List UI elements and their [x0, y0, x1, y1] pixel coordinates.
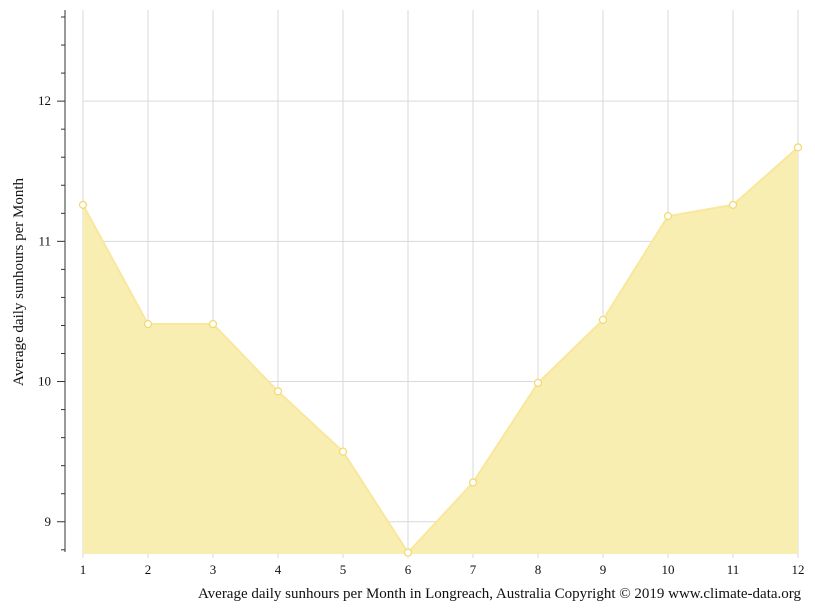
x-tick-label: 2	[145, 562, 152, 577]
marker-layer	[78, 143, 803, 557]
x-tick-label: 1	[80, 562, 87, 577]
x-tick-label: 11	[727, 562, 740, 577]
sunhours-area-fill	[83, 147, 798, 554]
x-tick-label: 8	[535, 562, 542, 577]
data-point	[728, 200, 738, 209]
data-point	[793, 143, 803, 152]
x-tick-label: 6	[405, 562, 412, 577]
axis-layer	[57, 10, 799, 558]
y-axis-title: Average daily sunhours per Month	[11, 178, 27, 387]
x-tick-label: 9	[600, 562, 607, 577]
data-point	[338, 447, 348, 456]
x-tick-label: 5	[340, 562, 347, 577]
data-point	[143, 319, 153, 329]
data-point	[663, 212, 673, 221]
x-axis-title: Average daily sunhours per Month in Long…	[198, 586, 802, 602]
x-tick-label: 12	[792, 562, 805, 577]
x-tick-label: 4	[275, 562, 282, 577]
x-tick-label: 7	[470, 562, 477, 577]
data-point	[468, 478, 478, 487]
sunhours-series-line	[82, 146, 799, 555]
area-layer	[82, 146, 799, 555]
data-point	[208, 319, 218, 329]
x-tick-label: 10	[662, 562, 675, 577]
data-point	[403, 548, 413, 557]
x-tick-label: 3	[210, 562, 217, 577]
data-point	[598, 315, 608, 324]
y-tick-label: 11	[38, 233, 51, 248]
y-tick-label: 12	[38, 93, 51, 108]
data-point	[533, 378, 543, 388]
y-tick-label: 9	[45, 514, 52, 529]
y-tick-label: 10	[38, 374, 51, 389]
data-point	[78, 200, 88, 209]
data-point	[273, 387, 283, 396]
